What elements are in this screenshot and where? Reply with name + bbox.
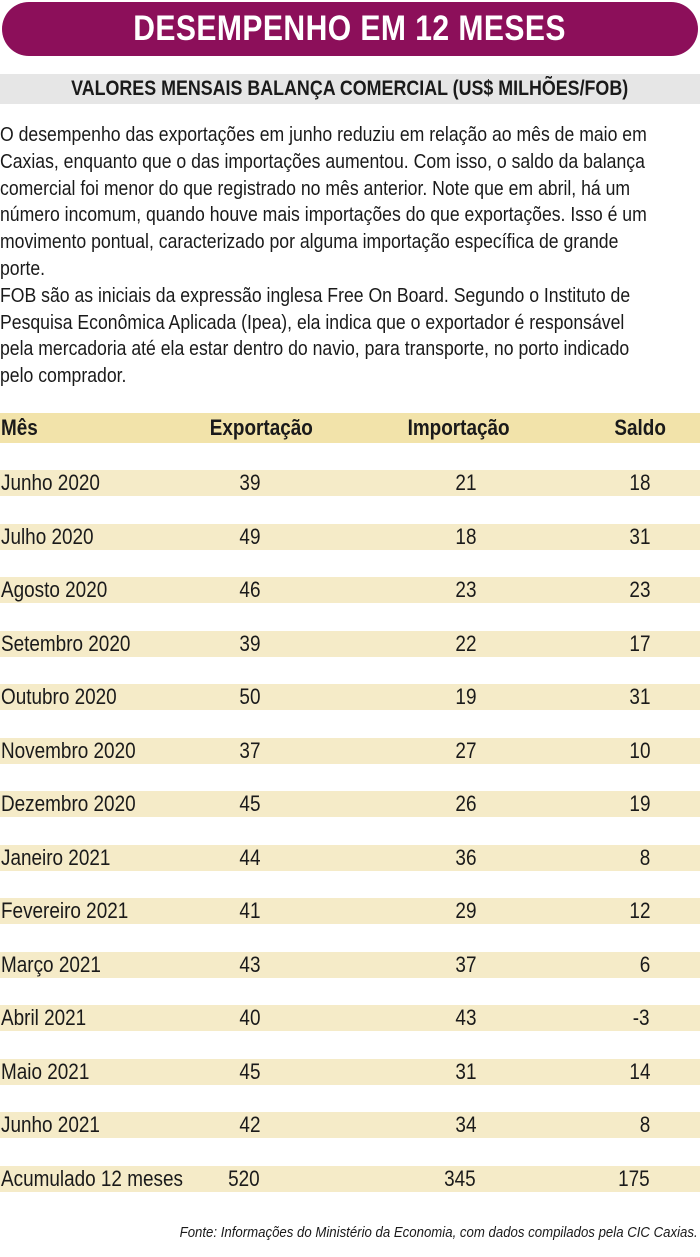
table-row: Janeiro 2021 44 36 8 xyxy=(0,844,700,871)
description-line: pela mercadoria até ela estar dentro do … xyxy=(0,337,630,361)
table-row: Outubro 2020 50 19 31 xyxy=(0,684,700,710)
cell-mes: Setembro 2020 xyxy=(1,630,131,656)
description-line: Caxias, enquanto que o das importações a… xyxy=(0,149,645,173)
cell-mes: Fevereiro 2021 xyxy=(1,898,129,923)
table-row: Abril 2021 40 43 -3 xyxy=(0,1005,700,1031)
cell-importacao: 345 xyxy=(444,1165,476,1191)
table-total-row: Acumulado 12 meses 520 345 175 xyxy=(0,1165,700,1192)
cell-exportacao: 50 xyxy=(238,684,260,709)
cell-importacao: 27 xyxy=(454,737,476,763)
cell-saldo: 8 xyxy=(639,844,650,870)
cell-importacao: 43 xyxy=(454,1005,476,1030)
cell-exportacao: 46 xyxy=(238,577,260,602)
page-title: DESEMPENHO EM 12 MESES xyxy=(133,9,567,48)
description-line: número incomum, quando houve mais import… xyxy=(0,203,647,227)
cell-importacao: 37 xyxy=(454,951,476,977)
description-line: porte. xyxy=(0,256,46,280)
cell-exportacao: 45 xyxy=(238,791,260,816)
cell-saldo: 14 xyxy=(628,1058,650,1084)
cell-exportacao: 45 xyxy=(238,1058,260,1084)
cell-exportacao: 44 xyxy=(238,844,260,870)
table-row: Junho 2021 42 34 8 xyxy=(0,1112,700,1138)
description-line: Pesquisa Econômica Aplicada (Ipea), ela … xyxy=(0,310,625,334)
cell-exportacao: 49 xyxy=(238,523,260,549)
table-row: Dezembro 2020 45 26 19 xyxy=(0,791,700,817)
table-header-row: Mês Exportação Importação Saldo xyxy=(0,413,700,443)
description-line: movimento pontual, caracterizado por alg… xyxy=(0,230,619,254)
header-exportacao: Exportação xyxy=(209,415,313,440)
subtitle-banner: VALORES MENSAIS BALANÇA COMERCIAL (US$ M… xyxy=(0,74,700,104)
description-text: O desempenho das exportações em junho re… xyxy=(0,122,700,390)
cell-mes: Junho 2020 xyxy=(1,470,100,495)
description-line: comercial foi menor do que registrado no… xyxy=(0,176,631,200)
cell-mes: Março 2021 xyxy=(1,951,101,977)
cell-saldo: 12 xyxy=(628,898,650,923)
title-banner: DESEMPENHO EM 12 MESES xyxy=(2,2,698,56)
table-row: Fevereiro 2021 41 29 12 xyxy=(0,898,700,924)
source-note: Fonte: Informações do Ministério da Econ… xyxy=(180,1224,698,1241)
cell-exportacao: 39 xyxy=(238,630,260,656)
cell-saldo: 18 xyxy=(628,470,650,495)
table-row: Novembro 2020 37 27 10 xyxy=(0,737,700,764)
table-row: Agosto 2020 46 23 23 xyxy=(0,577,700,603)
cell-importacao: 18 xyxy=(454,523,476,549)
description-line: pelo comprador. xyxy=(0,364,127,388)
cell-mes: Acumulado 12 meses xyxy=(1,1165,183,1191)
cell-mes: Julho 2020 xyxy=(1,523,94,549)
table-row: Junho 2020 39 21 18 xyxy=(0,470,700,496)
cell-saldo: 175 xyxy=(618,1165,650,1191)
cell-importacao: 34 xyxy=(454,1112,476,1137)
cell-saldo: 17 xyxy=(628,630,650,656)
cell-mes: Agosto 2020 xyxy=(1,577,108,602)
header-importacao: Importação xyxy=(408,415,510,440)
cell-exportacao: 42 xyxy=(238,1112,260,1137)
cell-mes: Outubro 2020 xyxy=(1,684,117,709)
cell-mes: Abril 2021 xyxy=(1,1005,87,1030)
cell-mes: Janeiro 2021 xyxy=(1,844,111,870)
cell-mes: Maio 2021 xyxy=(1,1058,90,1084)
cell-saldo: 6 xyxy=(639,951,650,977)
header-mes: Mês xyxy=(1,415,38,440)
cell-exportacao: 40 xyxy=(238,1005,260,1030)
cell-importacao: 23 xyxy=(454,577,476,602)
header-saldo: Saldo xyxy=(614,415,666,440)
cell-importacao: 21 xyxy=(454,470,476,495)
cell-importacao: 26 xyxy=(454,791,476,816)
table-row: Setembro 2020 39 22 17 xyxy=(0,630,700,657)
description-line: FOB são as iniciais da expressão inglesa… xyxy=(0,283,631,307)
cell-saldo: 31 xyxy=(628,684,650,709)
cell-exportacao: 43 xyxy=(238,951,260,977)
cell-saldo: -3 xyxy=(633,1005,650,1030)
table-row: Julho 2020 49 18 31 xyxy=(0,523,700,550)
cell-exportacao: 37 xyxy=(238,737,260,763)
cell-saldo: 19 xyxy=(628,791,650,816)
table-row: Maio 2021 45 31 14 xyxy=(0,1058,700,1085)
cell-mes: Junho 2021 xyxy=(1,1112,100,1137)
cell-importacao: 19 xyxy=(454,684,476,709)
cell-exportacao: 520 xyxy=(228,1165,260,1191)
cell-saldo: 10 xyxy=(628,737,650,763)
cell-mes: Dezembro 2020 xyxy=(1,791,136,816)
page-subtitle: VALORES MENSAIS BALANÇA COMERCIAL (US$ M… xyxy=(71,77,629,100)
cell-importacao: 22 xyxy=(454,630,476,656)
cell-saldo: 8 xyxy=(639,1112,650,1137)
cell-exportacao: 39 xyxy=(238,470,260,495)
cell-saldo: 23 xyxy=(628,577,650,602)
trade-balance-table: Mês Exportação Importação Saldo Junho 20… xyxy=(0,413,700,1219)
cell-mes: Novembro 2020 xyxy=(1,737,136,763)
cell-saldo: 31 xyxy=(628,523,650,549)
description-line: O desempenho das exportações em junho re… xyxy=(0,123,647,146)
cell-exportacao: 41 xyxy=(238,898,260,923)
cell-importacao: 31 xyxy=(454,1058,476,1084)
table-row: Março 2021 43 37 6 xyxy=(0,951,700,978)
cell-importacao: 36 xyxy=(454,844,476,870)
cell-importacao: 29 xyxy=(454,898,476,923)
